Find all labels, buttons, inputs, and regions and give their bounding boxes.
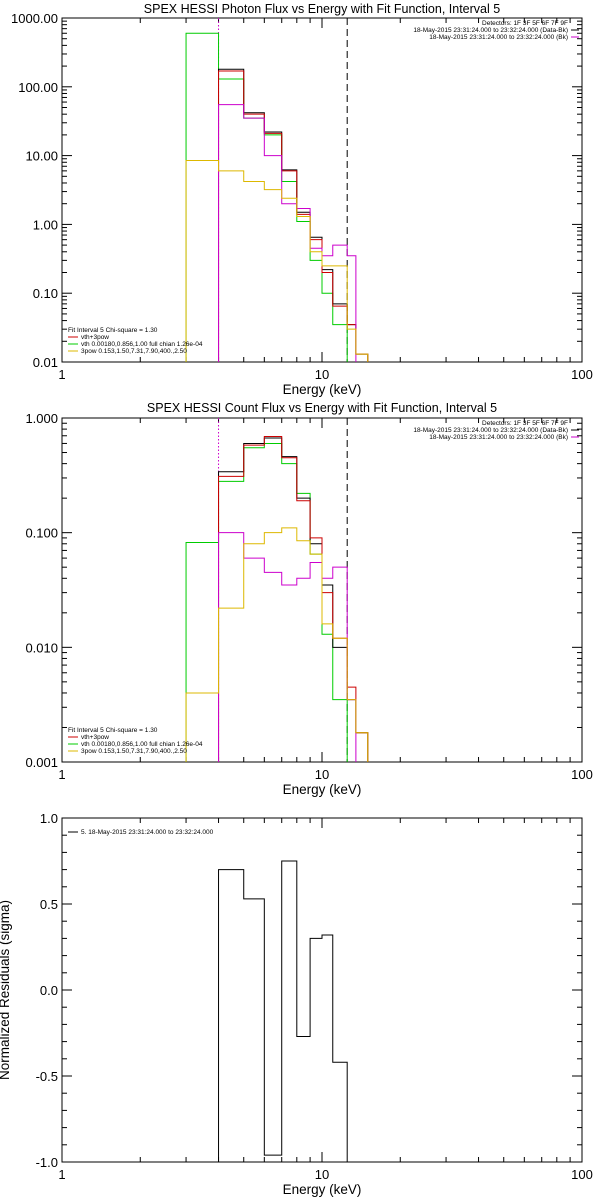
series-3-steps: [218, 435, 369, 762]
info-line-3: 18-May-2015 23:31:24.000 to 23:32:24.000…: [429, 34, 568, 41]
legend-entry-4: 3pow 0.153,1.50,7.31,7.90,400.,2.50: [81, 748, 187, 755]
series-4-steps: [218, 104, 357, 362]
y-tick-label: 1.00: [33, 217, 58, 232]
series-5-steps: [185, 527, 369, 762]
y-tick-label: 1.0: [40, 811, 58, 826]
legend-entry-3: vth 0.00180,0.856,1.00 full chian 1.26e-…: [81, 741, 203, 748]
legend-entry-4: 3pow 0.153,1.50,7.31,7.90,400.,2.50: [81, 348, 187, 355]
y-tick-label: 0.001: [25, 755, 58, 770]
x-tick-label: 10: [315, 367, 329, 382]
info-line-3: 18-May-2015 23:31:24.000 to 23:32:24.000…: [429, 434, 568, 441]
series-1-steps: [218, 860, 348, 1162]
chart-title: SPEX HESSI Photon Flux vs Energy with Fi…: [144, 2, 500, 16]
y-tick-label: 0.100: [25, 526, 58, 541]
x-axis-label: Energy (keV): [283, 382, 362, 397]
legend-entry-2: vth+3pow: [81, 334, 109, 341]
y-tick-label: 1.000: [25, 411, 58, 426]
chart-panel-3: 1 10 100 -1.0 -0.5 0.0 0.5 1.0 Energy (keV) Norma…: [0, 811, 593, 1197]
chart-panel-2: SPEX HESSI Count Flux vs Energy with Fit…: [25, 401, 592, 797]
legend-entry-3: vth 0.00180,0.856,1.00 full chian 1.26e-…: [81, 341, 203, 348]
y-tick-label: -1.0: [36, 1155, 58, 1170]
y-tick-label: 0.010: [25, 640, 58, 655]
y-tick-label: 0.5: [40, 897, 58, 912]
x-tick-label: 1: [58, 367, 65, 382]
series-3-steps: [218, 70, 369, 362]
series-2-steps: [218, 437, 369, 762]
series-5-steps: [185, 159, 369, 362]
y-tick-label: 0.10: [33, 286, 58, 301]
plot-frame: [61, 817, 583, 1163]
x-tick-label: 100: [571, 367, 593, 382]
y-tick-label: 1000.00: [11, 11, 58, 26]
x-tick-label: 1: [58, 1167, 65, 1182]
data-layer: [185, 418, 369, 762]
x-tick-label: 100: [571, 1167, 593, 1182]
series-4-steps: [218, 532, 357, 762]
y-axis-label: Normalized Residuals (sigma): [0, 900, 12, 1080]
y-tick-label: 10.00: [25, 149, 58, 164]
series-2-steps: [218, 68, 369, 362]
info-line-2: 18-May-2015 23:31:24.000 to 23:32:24.000…: [413, 27, 568, 34]
x-tick-label: 10: [315, 767, 329, 782]
series-1-steps: [185, 442, 357, 762]
x-axis-label: Energy (keV): [283, 1182, 362, 1197]
info-line-1: Detectors: 1F 3F 5F 6F 7F 9F: [482, 420, 568, 427]
legend-heading: Fit Interval 5 Chi-square = 1.30: [68, 727, 158, 734]
y-tick-label: -0.5: [36, 1069, 58, 1084]
x-axis-label: Energy (keV): [283, 782, 362, 797]
chart-title: SPEX HESSI Count Flux vs Energy with Fit…: [147, 401, 497, 415]
legend-heading: Fit Interval 5 Chi-square = 1.30: [68, 327, 158, 334]
x-tick-label: 100: [571, 767, 593, 782]
x-tick-label: 10: [315, 1167, 329, 1182]
y-tick-label: 0.01: [33, 355, 58, 370]
series-1-steps: [185, 32, 357, 362]
legend-entry-1: 5. 18-May-2015 23:31:24.000 to 23:32:24.…: [81, 829, 214, 836]
data-layer: [218, 860, 348, 1162]
info-line-1: Detectors: 1F 3F 5F 6F 7F 9F: [482, 20, 568, 27]
y-tick-label: 0.0: [40, 983, 58, 998]
legend-entry-2: vth+3pow: [81, 734, 109, 741]
info-line-2: 18-May-2015 23:31:24.000 to 23:32:24.000…: [413, 427, 568, 434]
data-layer: [185, 18, 369, 362]
x-tick-label: 1: [58, 767, 65, 782]
y-tick-label: 100.00: [18, 80, 58, 95]
plot-frame: [61, 17, 583, 363]
chart-panel-1: SPEX HESSI Photon Flux vs Energy with Fi…: [11, 2, 593, 397]
